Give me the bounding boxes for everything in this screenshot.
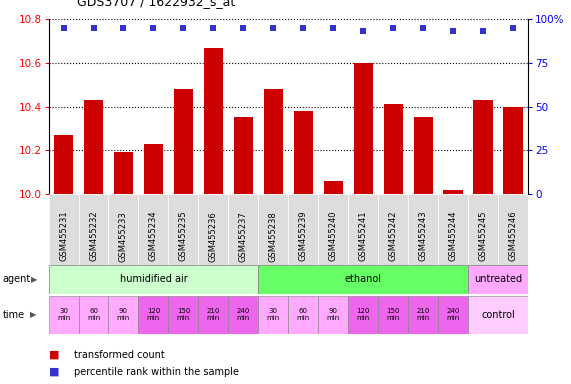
Bar <box>498 194 528 278</box>
Text: agent: agent <box>3 274 31 285</box>
Bar <box>319 194 348 278</box>
Text: GSM455233: GSM455233 <box>119 211 128 262</box>
Bar <box>353 63 373 194</box>
Text: GSM455237: GSM455237 <box>239 211 248 262</box>
Bar <box>84 100 103 194</box>
Bar <box>408 296 439 334</box>
Text: GSM455245: GSM455245 <box>478 211 488 262</box>
Bar <box>468 265 528 294</box>
Text: GSM455234: GSM455234 <box>149 211 158 262</box>
Text: ■: ■ <box>49 367 59 377</box>
Bar <box>468 296 528 334</box>
Bar <box>54 135 73 194</box>
Text: 150
min: 150 min <box>177 308 190 321</box>
Bar <box>79 296 108 334</box>
Bar <box>199 296 228 334</box>
Text: 60
min: 60 min <box>87 308 100 321</box>
Text: 60
min: 60 min <box>297 308 310 321</box>
Text: ■: ■ <box>49 350 59 360</box>
Bar <box>138 296 168 334</box>
Text: GSM455241: GSM455241 <box>359 211 368 262</box>
Bar <box>348 194 379 278</box>
Bar <box>319 296 348 334</box>
Text: 210
min: 210 min <box>207 308 220 321</box>
Text: GSM455236: GSM455236 <box>209 211 218 262</box>
Text: GSM455238: GSM455238 <box>269 211 278 262</box>
Text: GSM455231: GSM455231 <box>59 211 68 262</box>
Bar <box>114 152 133 194</box>
Bar <box>168 194 199 278</box>
Bar <box>293 111 313 194</box>
Bar <box>288 296 319 334</box>
Bar <box>49 265 259 294</box>
Bar <box>49 194 79 278</box>
Bar <box>234 118 253 194</box>
Text: 240
min: 240 min <box>237 308 250 321</box>
Text: GSM455240: GSM455240 <box>329 211 338 262</box>
Bar <box>108 296 138 334</box>
Bar <box>168 296 199 334</box>
Bar <box>468 194 498 278</box>
Bar <box>144 144 163 194</box>
Bar <box>324 181 343 194</box>
Text: GSM455242: GSM455242 <box>389 211 398 262</box>
Text: GSM455244: GSM455244 <box>449 211 458 262</box>
Bar <box>288 194 319 278</box>
Text: GSM455246: GSM455246 <box>509 211 518 262</box>
Text: ethanol: ethanol <box>345 274 382 285</box>
Text: GSM455243: GSM455243 <box>419 211 428 262</box>
Bar <box>379 296 408 334</box>
Bar <box>259 265 468 294</box>
Text: time: time <box>3 310 25 320</box>
Text: ▶: ▶ <box>31 275 38 284</box>
Bar <box>384 104 403 194</box>
Bar <box>408 194 439 278</box>
Text: 150
min: 150 min <box>387 308 400 321</box>
Text: 90
min: 90 min <box>117 308 130 321</box>
Text: 30
min: 30 min <box>57 308 70 321</box>
Text: untreated: untreated <box>474 274 522 285</box>
Text: 30
min: 30 min <box>267 308 280 321</box>
Bar <box>413 118 433 194</box>
Bar <box>473 100 493 194</box>
Bar <box>504 107 523 194</box>
Bar <box>444 190 463 194</box>
Bar <box>264 89 283 194</box>
Text: GSM455235: GSM455235 <box>179 211 188 262</box>
Text: percentile rank within the sample: percentile rank within the sample <box>74 367 239 377</box>
Bar <box>49 296 79 334</box>
Bar <box>204 48 223 194</box>
Text: GSM455232: GSM455232 <box>89 211 98 262</box>
Text: GDS3707 / 1622932_s_at: GDS3707 / 1622932_s_at <box>77 0 235 8</box>
Bar <box>228 194 259 278</box>
Text: GSM455239: GSM455239 <box>299 211 308 262</box>
Text: 210
min: 210 min <box>417 308 430 321</box>
Text: control: control <box>481 310 515 320</box>
Text: 90
min: 90 min <box>327 308 340 321</box>
Bar <box>439 194 468 278</box>
Bar <box>174 89 193 194</box>
Text: humidified air: humidified air <box>119 274 187 285</box>
Bar <box>139 194 168 278</box>
Bar <box>348 296 379 334</box>
Bar <box>379 194 408 278</box>
Bar <box>199 194 228 278</box>
Bar <box>259 194 288 278</box>
Text: ▶: ▶ <box>30 310 36 319</box>
Text: transformed count: transformed count <box>74 350 165 360</box>
Text: 120
min: 120 min <box>357 308 370 321</box>
Bar <box>439 296 468 334</box>
Bar <box>259 296 288 334</box>
Bar <box>108 194 138 278</box>
Bar <box>79 194 108 278</box>
Bar <box>228 296 258 334</box>
Text: 120
min: 120 min <box>147 308 160 321</box>
Text: 240
min: 240 min <box>447 308 460 321</box>
